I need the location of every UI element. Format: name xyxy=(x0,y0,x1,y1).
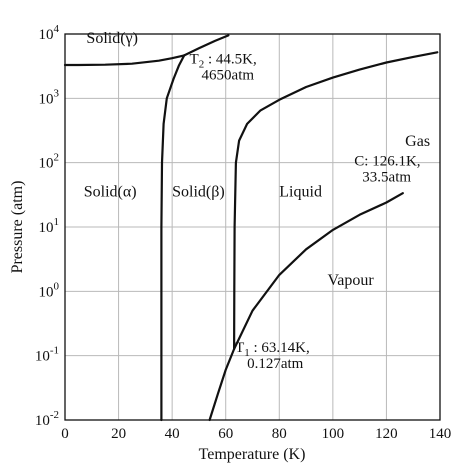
y-tick-label-1: 10-1 xyxy=(35,345,59,365)
y-tick-label-0: 10-2 xyxy=(35,409,59,429)
annotation-5: Vapour xyxy=(328,272,375,289)
annotations: Solid(γ) Solid(α) Solid(β) Liquid Gas Vapour T… xyxy=(84,30,430,372)
annotation-7: T1 : 63.14K, 0.127atm xyxy=(235,340,310,372)
phase-boundary-3 xyxy=(233,51,439,351)
x-tick-label-1: 20 xyxy=(111,426,126,442)
y-axis-label: Pressure (atm) xyxy=(9,181,26,274)
annotation-1: Solid(α) xyxy=(84,183,137,200)
annotation-8: C: 126.1K, 33.5atm xyxy=(354,154,420,186)
phase-boundary-4 xyxy=(208,192,404,422)
grid xyxy=(64,33,441,421)
x-tick-label-3: 60 xyxy=(218,426,233,442)
x-tick-label-0: 0 xyxy=(61,426,69,442)
x-axis-ticks: 0 20 40 60 80 100 120 140 xyxy=(61,426,451,442)
y-axis-ticks: 10-2 10-1 100 101 102 103 104 xyxy=(35,23,60,429)
phase-boundary-curves xyxy=(63,34,439,422)
y-tick-label-6: 104 xyxy=(39,23,60,43)
annotation-4: Gas xyxy=(405,133,430,150)
x-tick-label-2: 40 xyxy=(165,426,180,442)
plot-frame xyxy=(64,33,441,421)
x-tick-label-6: 120 xyxy=(375,426,398,442)
x-tick-label-7: 140 xyxy=(429,426,452,442)
annotation-2: Solid(β) xyxy=(172,183,225,200)
annotation-3: Liquid xyxy=(279,183,322,200)
annotation-6: T2 : 44.5K, 4650atm xyxy=(190,51,257,83)
x-tick-label-5: 100 xyxy=(322,426,345,442)
x-axis-label: Temperature (K) xyxy=(199,446,306,463)
y-tick-label-4: 102 xyxy=(39,152,60,172)
y-tick-label-3: 101 xyxy=(39,216,60,236)
x-tick-label-4: 80 xyxy=(272,426,287,442)
annotation-0: Solid(γ) xyxy=(86,30,138,47)
y-tick-label-2: 100 xyxy=(39,280,60,300)
phase-boundary-1 xyxy=(183,34,230,57)
y-tick-label-5: 103 xyxy=(39,87,60,107)
phase-boundary-2 xyxy=(160,54,186,422)
phase-boundary-0 xyxy=(63,54,186,67)
